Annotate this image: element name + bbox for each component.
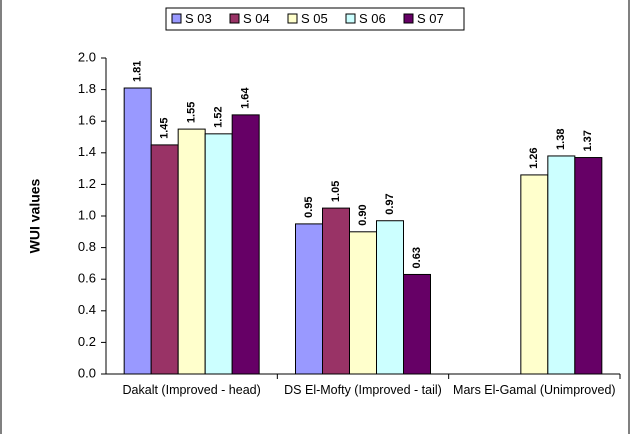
y-tick-label: 0.8	[78, 239, 96, 254]
data-label: 1.26	[528, 147, 540, 168]
x-tick-label-box: Mars El-Gamal (Unimproved)	[453, 383, 616, 397]
data-label: 1.45	[159, 117, 171, 138]
x-tick-label-box: DS El-Mofty (Improved - tail)	[284, 383, 442, 397]
data-label: 0.97	[384, 193, 396, 214]
legend-label: S 07	[417, 11, 444, 26]
legend-swatch	[345, 13, 356, 24]
x-tick-label: Dakalt (Improved - head)	[122, 383, 261, 397]
legend-box	[165, 7, 465, 31]
data-label: 1.64	[240, 87, 252, 109]
y-tick-label: 2.0	[78, 49, 96, 64]
legend-swatch	[229, 13, 240, 24]
legend-label: S 06	[359, 11, 386, 26]
bar	[574, 157, 603, 375]
bar	[231, 114, 260, 375]
y-tick-label: 1.4	[78, 144, 96, 159]
bar	[295, 223, 323, 375]
legend-label: S 05	[301, 11, 328, 26]
data-label: 1.38	[555, 129, 567, 150]
data-label: 0.95	[303, 196, 315, 217]
bar	[403, 273, 431, 375]
bar	[349, 231, 377, 375]
x-tick-label: DS El-Mofty (Improved - tail)	[284, 383, 442, 397]
bar	[150, 144, 179, 375]
bar	[322, 207, 350, 375]
legend-label: S 04	[243, 11, 270, 26]
bar	[123, 87, 152, 375]
y-tick-label: 1.2	[78, 176, 96, 191]
bar	[177, 128, 206, 375]
data-label: 0.63	[411, 247, 423, 268]
bar	[547, 155, 576, 375]
bar	[520, 174, 549, 375]
x-tick-label-box: Dakalt (Improved - head)	[122, 383, 261, 397]
data-label: 1.81	[132, 61, 144, 82]
y-tick-label: 1.0	[78, 207, 96, 222]
y-tick-label: 1.6	[78, 113, 96, 128]
data-label: 0.90	[357, 204, 369, 225]
y-tick-label: 0.0	[78, 365, 96, 380]
data-label: 1.05	[330, 181, 342, 202]
bar	[204, 133, 233, 375]
x-tick-label: Mars El-Gamal (Unimproved)	[453, 383, 616, 397]
legend-swatch	[403, 13, 414, 24]
bar	[376, 220, 404, 375]
data-label: 1.37	[582, 130, 594, 151]
y-tick-label: 0.6	[78, 271, 96, 286]
y-tick-label: 1.8	[78, 81, 96, 96]
legend-swatch	[287, 13, 298, 24]
y-tick-label: 0.2	[78, 334, 96, 349]
data-label: 1.52	[213, 106, 225, 127]
data-label: 1.55	[186, 102, 198, 123]
legend-swatch	[171, 13, 182, 24]
y-tick-label: 0.4	[78, 302, 96, 317]
legend-label: S 03	[185, 11, 212, 26]
y-axis-label: WUI values	[27, 178, 43, 253]
